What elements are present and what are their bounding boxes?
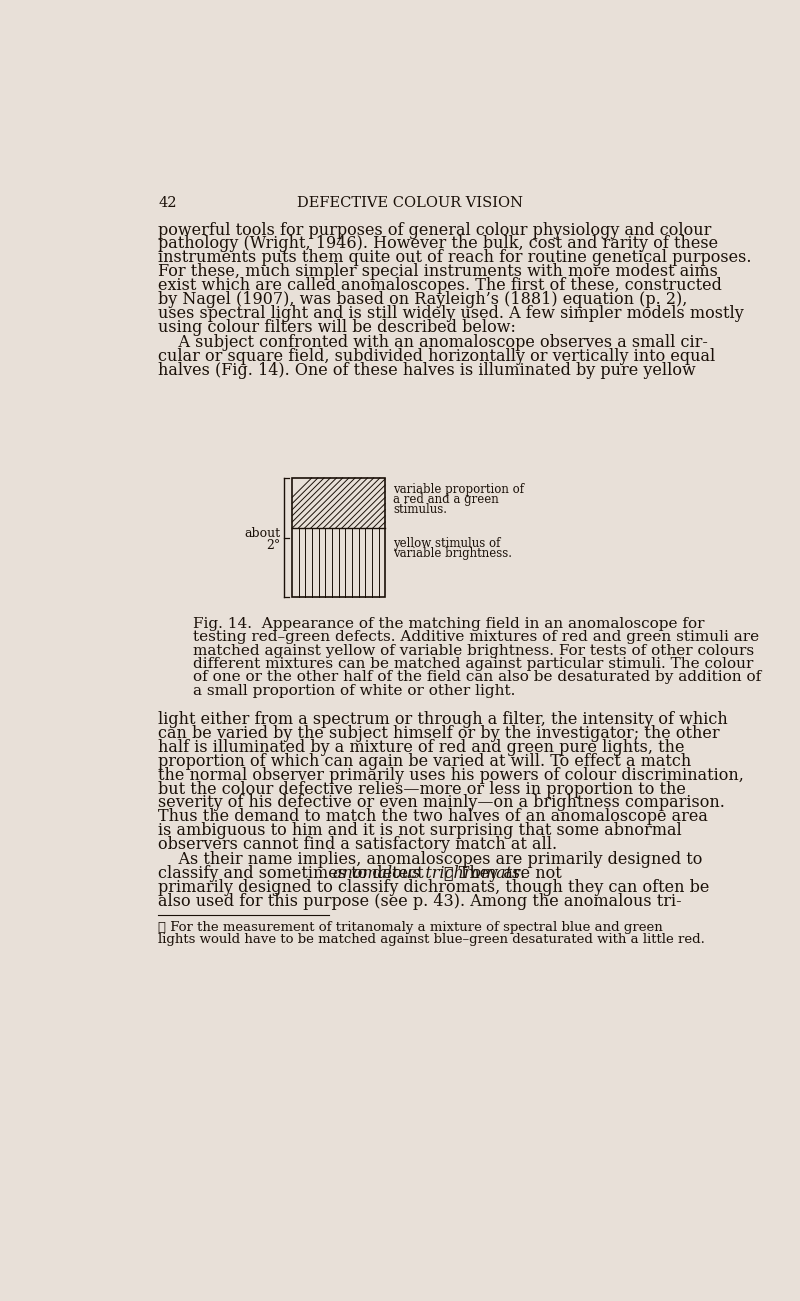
Text: DEFECTIVE COLOUR VISION: DEFECTIVE COLOUR VISION (297, 196, 523, 211)
Text: exist which are called anomaloscopes. The first of these, constructed: exist which are called anomaloscopes. Th… (158, 277, 722, 294)
Text: 42: 42 (158, 196, 177, 211)
Text: also used for this purpose (see p. 43). Among the anomalous tri-: also used for this purpose (see p. 43). … (158, 892, 682, 909)
Text: stimulus.: stimulus. (393, 502, 447, 515)
Text: uses spectral light and is still widely used. A few simpler models mostly: uses spectral light and is still widely … (158, 304, 744, 321)
Text: lights would have to be matched against blue–green desaturated with a little red: lights would have to be matched against … (158, 933, 705, 946)
Text: primarily designed to classify dichromats, though they can often be: primarily designed to classify dichromat… (158, 879, 710, 896)
Text: variable brightness.: variable brightness. (393, 548, 512, 561)
Text: a small proportion of white or other light.: a small proportion of white or other lig… (193, 684, 515, 697)
Text: proportion of which can again be varied at will. To effect a match: proportion of which can again be varied … (158, 753, 691, 770)
Text: 2°: 2° (266, 539, 281, 552)
Text: matched against yellow of variable brightness. For tests of other colours: matched against yellow of variable brigh… (193, 644, 754, 657)
Text: but the colour defective relies—more or less in proportion to the: but the colour defective relies—more or … (158, 781, 686, 798)
Text: classify and sometimes to detect: classify and sometimes to detect (158, 865, 429, 882)
Text: the normal observer primarily uses his powers of colour discrimination,: the normal observer primarily uses his p… (158, 766, 744, 783)
Text: pathology (Wright, 1946). However the bulk, cost and rarity of these: pathology (Wright, 1946). However the bu… (158, 235, 718, 252)
Text: Thus the demand to match the two halves of an anomaloscope area: Thus the demand to match the two halves … (158, 808, 708, 825)
Text: For these, much simpler special instruments with more modest aims: For these, much simpler special instrume… (158, 263, 718, 280)
Text: anomalous trichromats.: anomalous trichromats. (333, 865, 526, 882)
Text: Fig. 14.  Appearance of the matching field in an anomaloscope for: Fig. 14. Appearance of the matching fiel… (193, 617, 705, 631)
Text: a red and a green: a red and a green (393, 493, 498, 506)
Text: about: about (245, 527, 281, 540)
Text: instruments puts them quite out of reach for routine genetical purposes.: instruments puts them quite out of reach… (158, 250, 752, 267)
Text: of one or the other half of the field can also be desaturated by addition of: of one or the other half of the field ca… (193, 670, 762, 684)
Text: variable proportion of: variable proportion of (393, 483, 524, 496)
Text: by Nagel (1907), was based on Rayleigh’s (1881) equation (p. 2),: by Nagel (1907), was based on Rayleigh’s… (158, 291, 687, 308)
Text: can be varied by the subject himself or by the investigator; the other: can be varied by the subject himself or … (158, 725, 720, 742)
Text: different mixtures can be matched against particular stimuli. The colour: different mixtures can be matched agains… (193, 657, 754, 671)
Bar (292, 477, 386, 597)
Text: testing red–green defects. Additive mixtures of red and green stimuli are: testing red–green defects. Additive mixt… (193, 630, 759, 644)
Text: powerful tools for purposes of general colour physiology and colour: powerful tools for purposes of general c… (158, 221, 711, 238)
Text: ★ They are not: ★ They are not (444, 865, 562, 882)
Text: light either from a spectrum or through a filter, the intensity of which: light either from a spectrum or through … (158, 712, 728, 729)
Text: half is illuminated by a mixture of red and green pure lights, the: half is illuminated by a mixture of red … (158, 739, 685, 756)
Text: A subject confronted with an anomaloscope observes a small cir-: A subject confronted with an anomaloscop… (158, 334, 708, 351)
Text: cular or square field, subdivided horizontally or vertically into equal: cular or square field, subdivided horizo… (158, 347, 715, 364)
Text: using colour filters will be described below:: using colour filters will be described b… (158, 319, 516, 336)
Text: severity of his defective or even mainly—on a brightness comparison.: severity of his defective or even mainly… (158, 795, 725, 812)
Text: yellow stimulus of: yellow stimulus of (393, 537, 500, 550)
Text: ★ For the measurement of tritanomaly a mixture of spectral blue and green: ★ For the measurement of tritanomaly a m… (158, 921, 663, 934)
Text: is ambiguous to him and it is not surprising that some abnormal: is ambiguous to him and it is not surpri… (158, 822, 682, 839)
Text: observers cannot find a satisfactory match at all.: observers cannot find a satisfactory mat… (158, 837, 558, 853)
Text: As their name implies, anomaloscopes are primarily designed to: As their name implies, anomaloscopes are… (158, 851, 702, 869)
Text: halves (Fig. 14). One of these halves is illuminated by pure yellow: halves (Fig. 14). One of these halves is… (158, 362, 696, 379)
